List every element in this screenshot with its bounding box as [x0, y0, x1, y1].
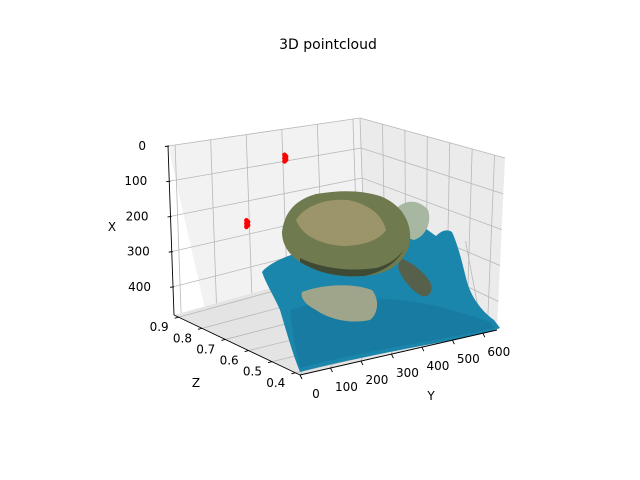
z-tick-mark — [197, 327, 203, 330]
z-tick-mark — [221, 339, 226, 341]
y-tick-mark — [391, 353, 394, 359]
y-tick-label: 500 — [457, 352, 480, 366]
y-axis-line — [299, 329, 498, 376]
highlight-point — [282, 158, 287, 164]
y-tick-label: 600 — [487, 345, 510, 359]
chart-title: 3D pointcloud — [279, 37, 377, 53]
turtle-shell-edge — [300, 246, 406, 277]
x-tick-mark — [167, 215, 172, 218]
highlight-points — [244, 152, 289, 230]
z-tick-label: 0.6 — [220, 354, 239, 368]
turtle-flipper-right — [398, 258, 432, 297]
y-tick-mark — [451, 339, 455, 345]
y-tick-label: 400 — [426, 359, 449, 373]
x-tick-mark — [168, 251, 173, 253]
z-tick-label: 0.8 — [173, 331, 192, 345]
y-tick-label: 100 — [335, 380, 358, 394]
turtle-shell-highlight — [296, 199, 386, 246]
y-axis-label: Y — [426, 389, 435, 403]
pointcloud-surface — [262, 191, 500, 372]
x-tick-mark — [166, 180, 171, 183]
x-tick-label: 200 — [126, 209, 149, 223]
axis-ticks: 0 100 200 300 400 0.4 0.5 0.6 0.7 0.8 0.9 0 100 200 30… — [124, 139, 510, 401]
y-tick-label: 300 — [396, 366, 419, 380]
z-tick-mark — [174, 316, 179, 319]
y-tick-mark — [299, 374, 303, 380]
y-tick-label: 200 — [365, 373, 388, 387]
x-tick-mark — [169, 286, 175, 288]
z-tick-label: 0.9 — [150, 320, 169, 334]
z-tick-label: 0.5 — [243, 365, 262, 379]
y-tick-mark — [482, 333, 486, 338]
z-axis-line — [173, 314, 301, 376]
turtle-flipper-left — [301, 285, 378, 322]
x-tick-label: 100 — [124, 174, 147, 188]
y-tick-mark — [360, 360, 364, 366]
x-axis-label: X — [108, 220, 116, 234]
y-tick-label: 0 — [312, 387, 320, 401]
z-gridline — [245, 134, 253, 294]
highlight-point — [244, 224, 249, 230]
z-tick-mark — [244, 350, 249, 352]
x-tick-mark — [164, 145, 170, 147]
y-tick-mark — [421, 346, 425, 352]
z-tick-label: 0.7 — [196, 342, 215, 356]
x-tick-label: 400 — [128, 280, 151, 294]
z-gridline — [174, 144, 182, 314]
z-tick-mark — [291, 372, 296, 375]
z-axis-label: Z — [192, 376, 200, 390]
z-gridline — [210, 139, 217, 304]
z-tick-label: 0.4 — [266, 376, 285, 390]
y-tick-mark — [330, 367, 333, 373]
y-pane-gridline — [487, 155, 495, 326]
x-tick-label: 300 — [127, 245, 150, 259]
x-tick-label: 0 — [138, 139, 146, 153]
x-axis-line — [167, 145, 175, 316]
z-tick-mark — [267, 361, 273, 364]
